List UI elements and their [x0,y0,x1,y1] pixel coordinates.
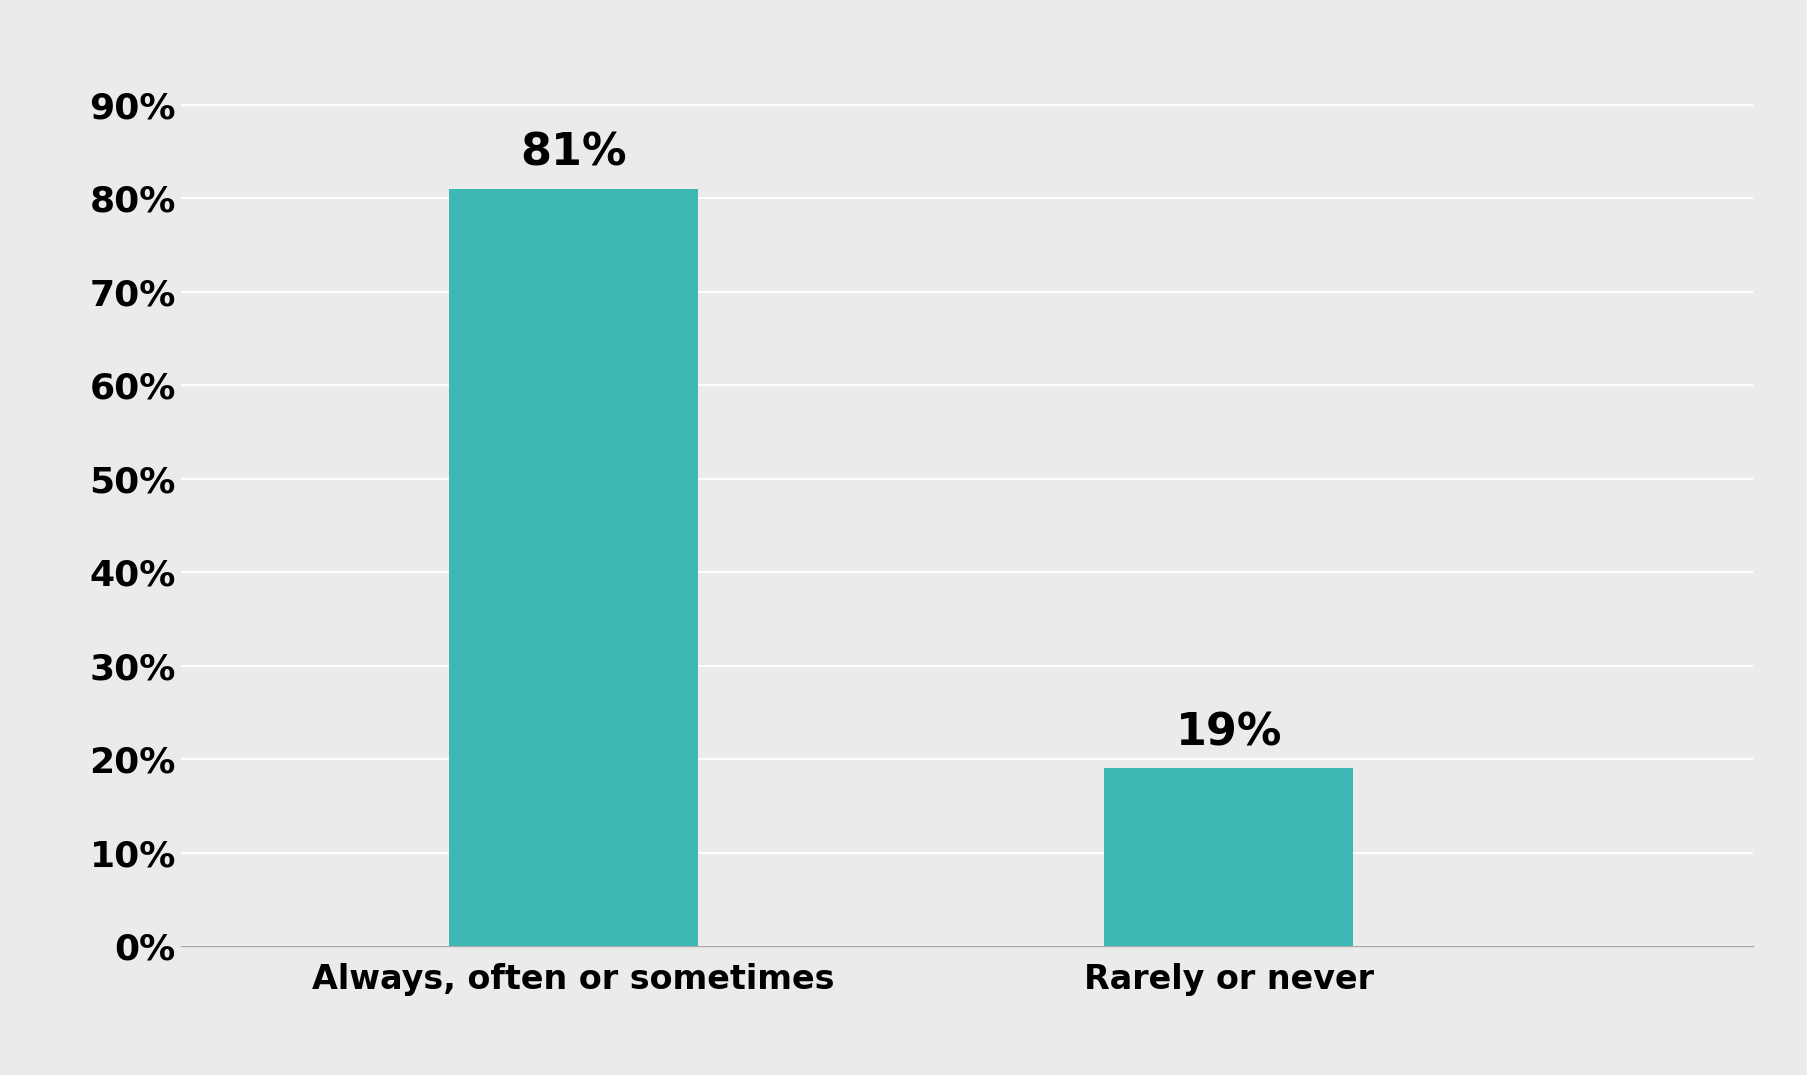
Bar [450,189,698,946]
Text: 81%: 81% [520,132,627,175]
Bar [1104,769,1353,946]
Text: 19%: 19% [1176,712,1281,755]
